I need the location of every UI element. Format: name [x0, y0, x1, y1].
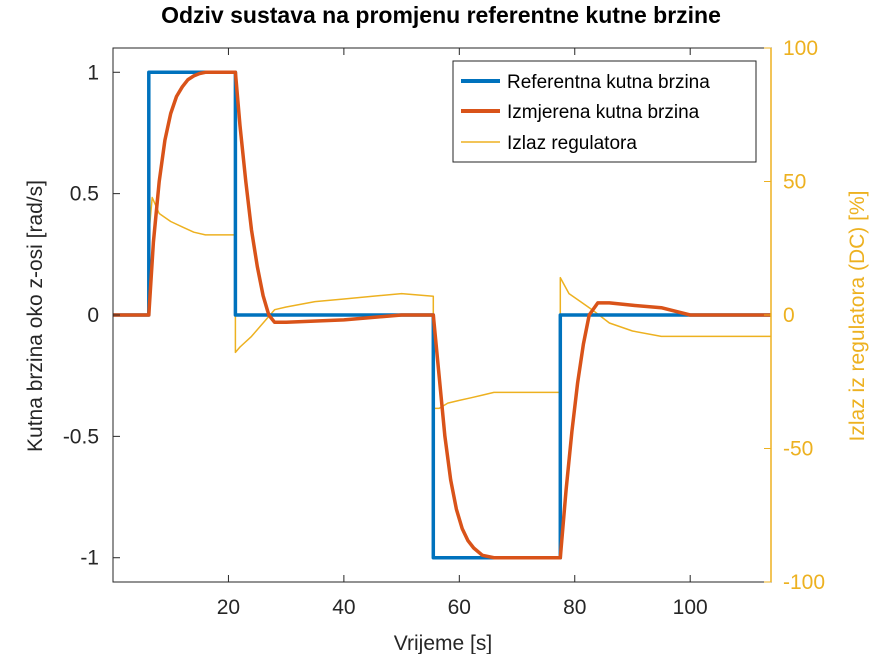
y-right-tick-label: -100: [783, 571, 825, 594]
legend-label-referentna: Referentna kutna brzina: [507, 72, 710, 93]
plot-area: [113, 70, 771, 560]
x-tick-label: 40: [332, 596, 355, 619]
x-tick-label: 20: [217, 596, 240, 619]
y-right-tick-label: 100: [783, 37, 818, 60]
x-tick-label: 60: [448, 596, 471, 619]
y-right-tick-label: 50: [783, 171, 806, 194]
legend-label-izlaz: Izlaz regulatora: [507, 133, 637, 154]
legend-label-izmjerena: Izmjerena kutna brzina: [507, 102, 700, 123]
series-referentna-line: [113, 70, 771, 560]
series-izlaz-line: [113, 196, 771, 410]
y-left-tick-label: 0.5: [70, 183, 99, 206]
chart-title: Odziv sustava na promjenu referentne kut…: [161, 2, 721, 28]
x-tick-label: 100: [673, 596, 708, 619]
axis-ticks: 20 40 60 80 100 1 0.5 0 -0.5 -1 100 50 0 -50 -100: [63, 37, 825, 619]
legend: Referentna kutna brzina Izmjerena kutna …: [452, 60, 757, 163]
series-izmjerena-line: [113, 70, 771, 560]
y-left-tick-label: 1: [87, 61, 99, 84]
y-left-tick-label: -1: [80, 547, 99, 570]
y-axis-right-label: Izlaz iz regulatora (DC) [%]: [846, 191, 869, 442]
y-left-tick-label: -0.5: [63, 425, 99, 448]
x-axis-label: Vrijeme [s]: [394, 632, 492, 654]
y-right-tick-label: -50: [783, 438, 813, 461]
y-axis-left-label: Kutna brzina oko z-osi [rad/s]: [24, 180, 47, 452]
y-left-tick-label: 0: [87, 304, 99, 327]
legend-box: [452, 60, 757, 163]
y-right-tick-label: 0: [783, 304, 795, 327]
x-tick-label: 80: [563, 596, 586, 619]
